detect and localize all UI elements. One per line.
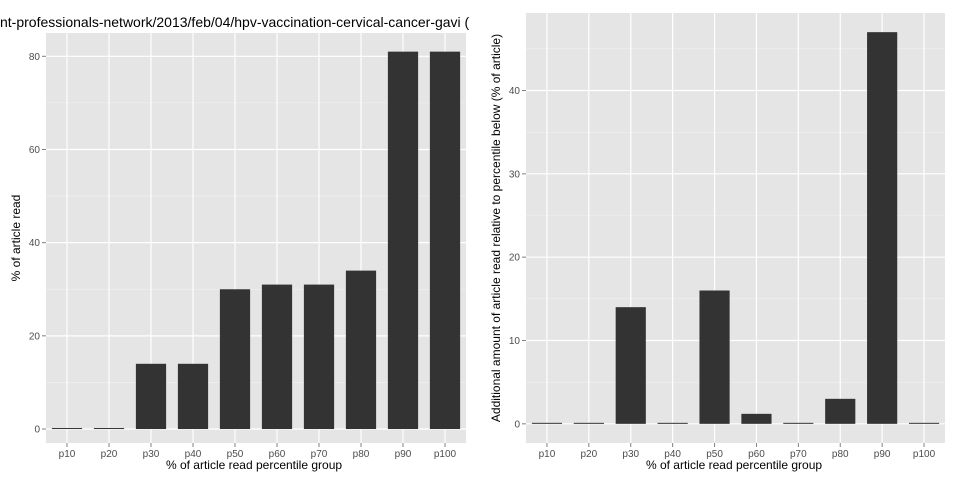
x-tick-label: p40 bbox=[185, 449, 202, 460]
bar-p80 bbox=[825, 398, 856, 424]
x-tick-label: p50 bbox=[227, 449, 244, 460]
y-tick-label: 0 bbox=[514, 419, 520, 430]
y-ticks: 0 20 40 60 80 bbox=[29, 52, 46, 436]
x-tick-label: p80 bbox=[353, 449, 370, 460]
bars bbox=[531, 32, 940, 424]
bar-p60 bbox=[261, 284, 293, 430]
bar-p90 bbox=[867, 32, 898, 424]
y-ticks: 0 10 20 30 40 bbox=[509, 86, 526, 430]
y-tick-label: 30 bbox=[509, 169, 521, 180]
bar-p30 bbox=[615, 307, 646, 424]
y-tick-label: 40 bbox=[509, 86, 521, 97]
x-tick-label: p60 bbox=[269, 449, 286, 460]
x-tick-label: p20 bbox=[581, 449, 598, 460]
y-tick-label: 20 bbox=[29, 331, 41, 342]
x-ticks: p10 p20 p30 p40 p50 p60 p70 p80 p90 p100 bbox=[539, 443, 936, 460]
x-tick-label: p30 bbox=[143, 449, 160, 460]
bar-p70 bbox=[783, 422, 814, 424]
bar-p40 bbox=[177, 363, 209, 430]
bar-p10 bbox=[531, 422, 563, 424]
x-tick-label: p70 bbox=[311, 449, 328, 460]
y-axis-label: Additional amount of article read relati… bbox=[489, 34, 503, 422]
x-tick-label: p90 bbox=[395, 449, 412, 460]
x-tick-label: p10 bbox=[59, 449, 76, 460]
chart-title: nt-professionals-network/2013/feb/04/hpv… bbox=[0, 14, 470, 30]
x-ticks: p10 p20 p30 p40 p50 p60 p70 p80 p90 p100 bbox=[59, 443, 457, 460]
x-tick-label: p90 bbox=[874, 449, 891, 460]
x-tick-label: p60 bbox=[748, 449, 765, 460]
bar-p60 bbox=[741, 413, 772, 424]
y-tick-label: 80 bbox=[29, 52, 41, 63]
y-tick-label: 40 bbox=[29, 238, 41, 249]
bar-p90 bbox=[387, 51, 419, 430]
x-tick-label: p100 bbox=[913, 449, 936, 460]
x-tick-label: p20 bbox=[101, 449, 118, 460]
bar-p50 bbox=[219, 289, 251, 430]
x-tick-label: p10 bbox=[539, 449, 556, 460]
bar-p30 bbox=[135, 363, 167, 430]
y-tick-label: 10 bbox=[509, 336, 521, 347]
x-tick-label: p30 bbox=[622, 449, 639, 460]
bar-p20 bbox=[573, 422, 604, 424]
x-axis-label: % of article read percentile group bbox=[166, 458, 342, 472]
bar-p10 bbox=[51, 428, 83, 430]
x-tick-label: p40 bbox=[664, 449, 681, 460]
bars bbox=[51, 51, 461, 430]
bar-p100 bbox=[908, 422, 940, 424]
bar-p50 bbox=[699, 290, 730, 424]
x-tick-label: p50 bbox=[706, 449, 723, 460]
bar-p70 bbox=[303, 284, 335, 430]
bar-p20 bbox=[93, 428, 125, 430]
x-axis-label: % of article read percentile group bbox=[646, 458, 822, 472]
bar-p100 bbox=[429, 51, 461, 430]
bar-p40 bbox=[657, 422, 688, 424]
y-tick-label: 20 bbox=[509, 253, 521, 264]
y-tick-label: 0 bbox=[34, 425, 40, 436]
y-axis-label: % of article read bbox=[9, 195, 23, 282]
x-tick-label: p80 bbox=[832, 449, 849, 460]
y-tick-label: 60 bbox=[29, 145, 41, 156]
x-tick-label: p70 bbox=[790, 449, 807, 460]
x-tick-label: p100 bbox=[434, 449, 457, 460]
bar-p80 bbox=[345, 270, 377, 430]
